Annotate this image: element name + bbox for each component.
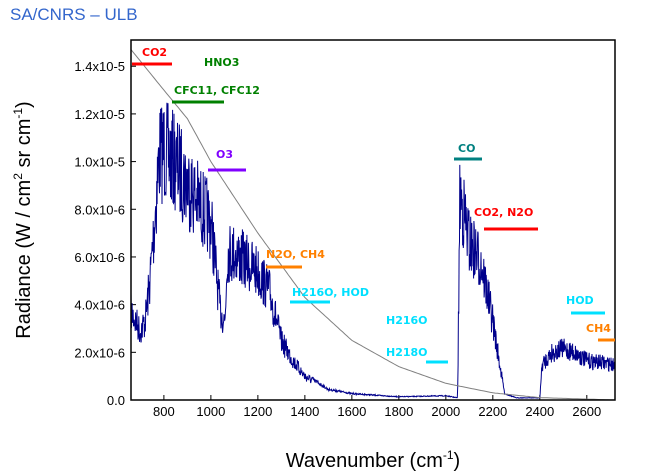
blackbody-curve <box>130 49 616 401</box>
x-tick-label: 1200 <box>243 404 272 419</box>
y-tick-label: 6.0x10-6 <box>74 250 125 265</box>
annotation-label: CFC11, CFC12 <box>174 84 260 97</box>
annotation-label: CO2 <box>142 46 167 59</box>
y-tick-label: 8.0x10-6 <box>74 202 125 217</box>
y-axis-label: Radiance (W / cm2 sr cm-1) <box>11 101 35 338</box>
spectrum-line <box>130 102 616 399</box>
plot-frame <box>130 39 616 401</box>
x-tick-label: 1600 <box>337 404 366 419</box>
y-tick-label: 0.0 <box>107 393 125 408</box>
annotation-label: H218O <box>386 346 428 359</box>
x-tick-label: 2400 <box>525 404 554 419</box>
header-text: SA/CNRS – ULB <box>10 5 138 24</box>
x-tick-label: 1800 <box>384 404 413 419</box>
y-tick-label: 4.0x10-6 <box>74 298 125 313</box>
annotation-label: H216O <box>386 314 428 327</box>
y-tick-label: 2.0x10-6 <box>74 345 125 360</box>
x-tick-label: 800 <box>153 404 175 419</box>
x-tick-label: 2200 <box>478 404 507 419</box>
y-tick-label: 1.2x10-5 <box>74 107 125 122</box>
x-tick-label: 1400 <box>290 404 319 419</box>
annotation-label: HOD <box>566 294 594 307</box>
x-tick-label: 2600 <box>572 404 601 419</box>
x-axis-label: Wavenumber (cm-1) <box>286 448 460 472</box>
annotation-label: CO <box>458 142 475 155</box>
annotation-label: O3 <box>216 148 233 161</box>
annotation-label: HNO3 <box>204 56 239 69</box>
annotation-label: CO2, N2O <box>474 206 533 219</box>
annotation-label: CH4 <box>586 322 611 335</box>
y-tick-label: 1.4x10-5 <box>74 59 125 74</box>
x-tick-label: 2000 <box>431 404 460 419</box>
annotation-label: N2O, CH4 <box>266 248 325 261</box>
x-tick-label: 1000 <box>196 404 225 419</box>
annotation-label: H216O, HOD <box>292 286 369 299</box>
y-tick-label: 1.0x10-5 <box>74 155 125 170</box>
